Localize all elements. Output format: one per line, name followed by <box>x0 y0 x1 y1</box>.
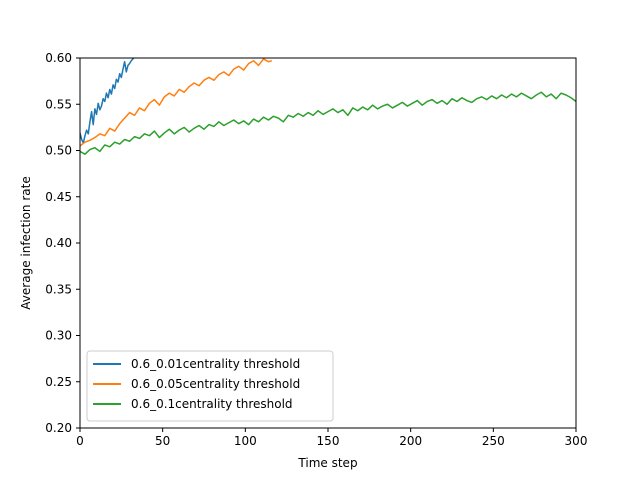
x-tick-label: 200 <box>399 434 422 448</box>
x-axis-label: Time step <box>297 456 357 470</box>
y-tick-label: 0.45 <box>45 190 72 204</box>
y-tick-label: 0.30 <box>45 329 72 343</box>
series-line-2 <box>80 58 272 147</box>
y-axis-label: Average infection rate <box>19 176 33 309</box>
y-tick-label: 0.25 <box>45 375 72 389</box>
x-tick-label: 0 <box>76 434 84 448</box>
y-tick-label: 0.40 <box>45 236 72 250</box>
legend-label-1: 0.6_0.01centrality threshold <box>131 357 300 371</box>
y-tick-label: 0.60 <box>45 51 72 65</box>
legend-label-3: 0.6_0.1centrality threshold <box>131 397 293 411</box>
y-tick-label: 0.50 <box>45 144 72 158</box>
legend-box <box>86 350 334 422</box>
plot-lines <box>80 58 576 155</box>
x-tick-label: 250 <box>482 434 505 448</box>
series-line-1 <box>80 58 135 144</box>
y-tick-label: 0.55 <box>45 97 72 111</box>
y-tick-label: 0.20 <box>45 421 72 435</box>
legend-label-2: 0.6_0.05centrality threshold <box>131 377 300 391</box>
x-tick-label: 50 <box>155 434 170 448</box>
x-tick-label: 100 <box>234 434 257 448</box>
x-axis: 0 50 100 150 200 250 300 <box>76 428 587 448</box>
y-tick-label: 0.35 <box>45 282 72 296</box>
series-line-3 <box>80 91 576 155</box>
y-axis: 0.20 0.25 0.30 0.35 0.40 0.45 0.50 0.55 0.60 <box>45 51 80 435</box>
legend: 0.6_0.01centrality threshold 0.6_0.05cent… <box>86 350 334 422</box>
x-tick-label: 150 <box>317 434 340 448</box>
x-tick-label: 300 <box>565 434 588 448</box>
